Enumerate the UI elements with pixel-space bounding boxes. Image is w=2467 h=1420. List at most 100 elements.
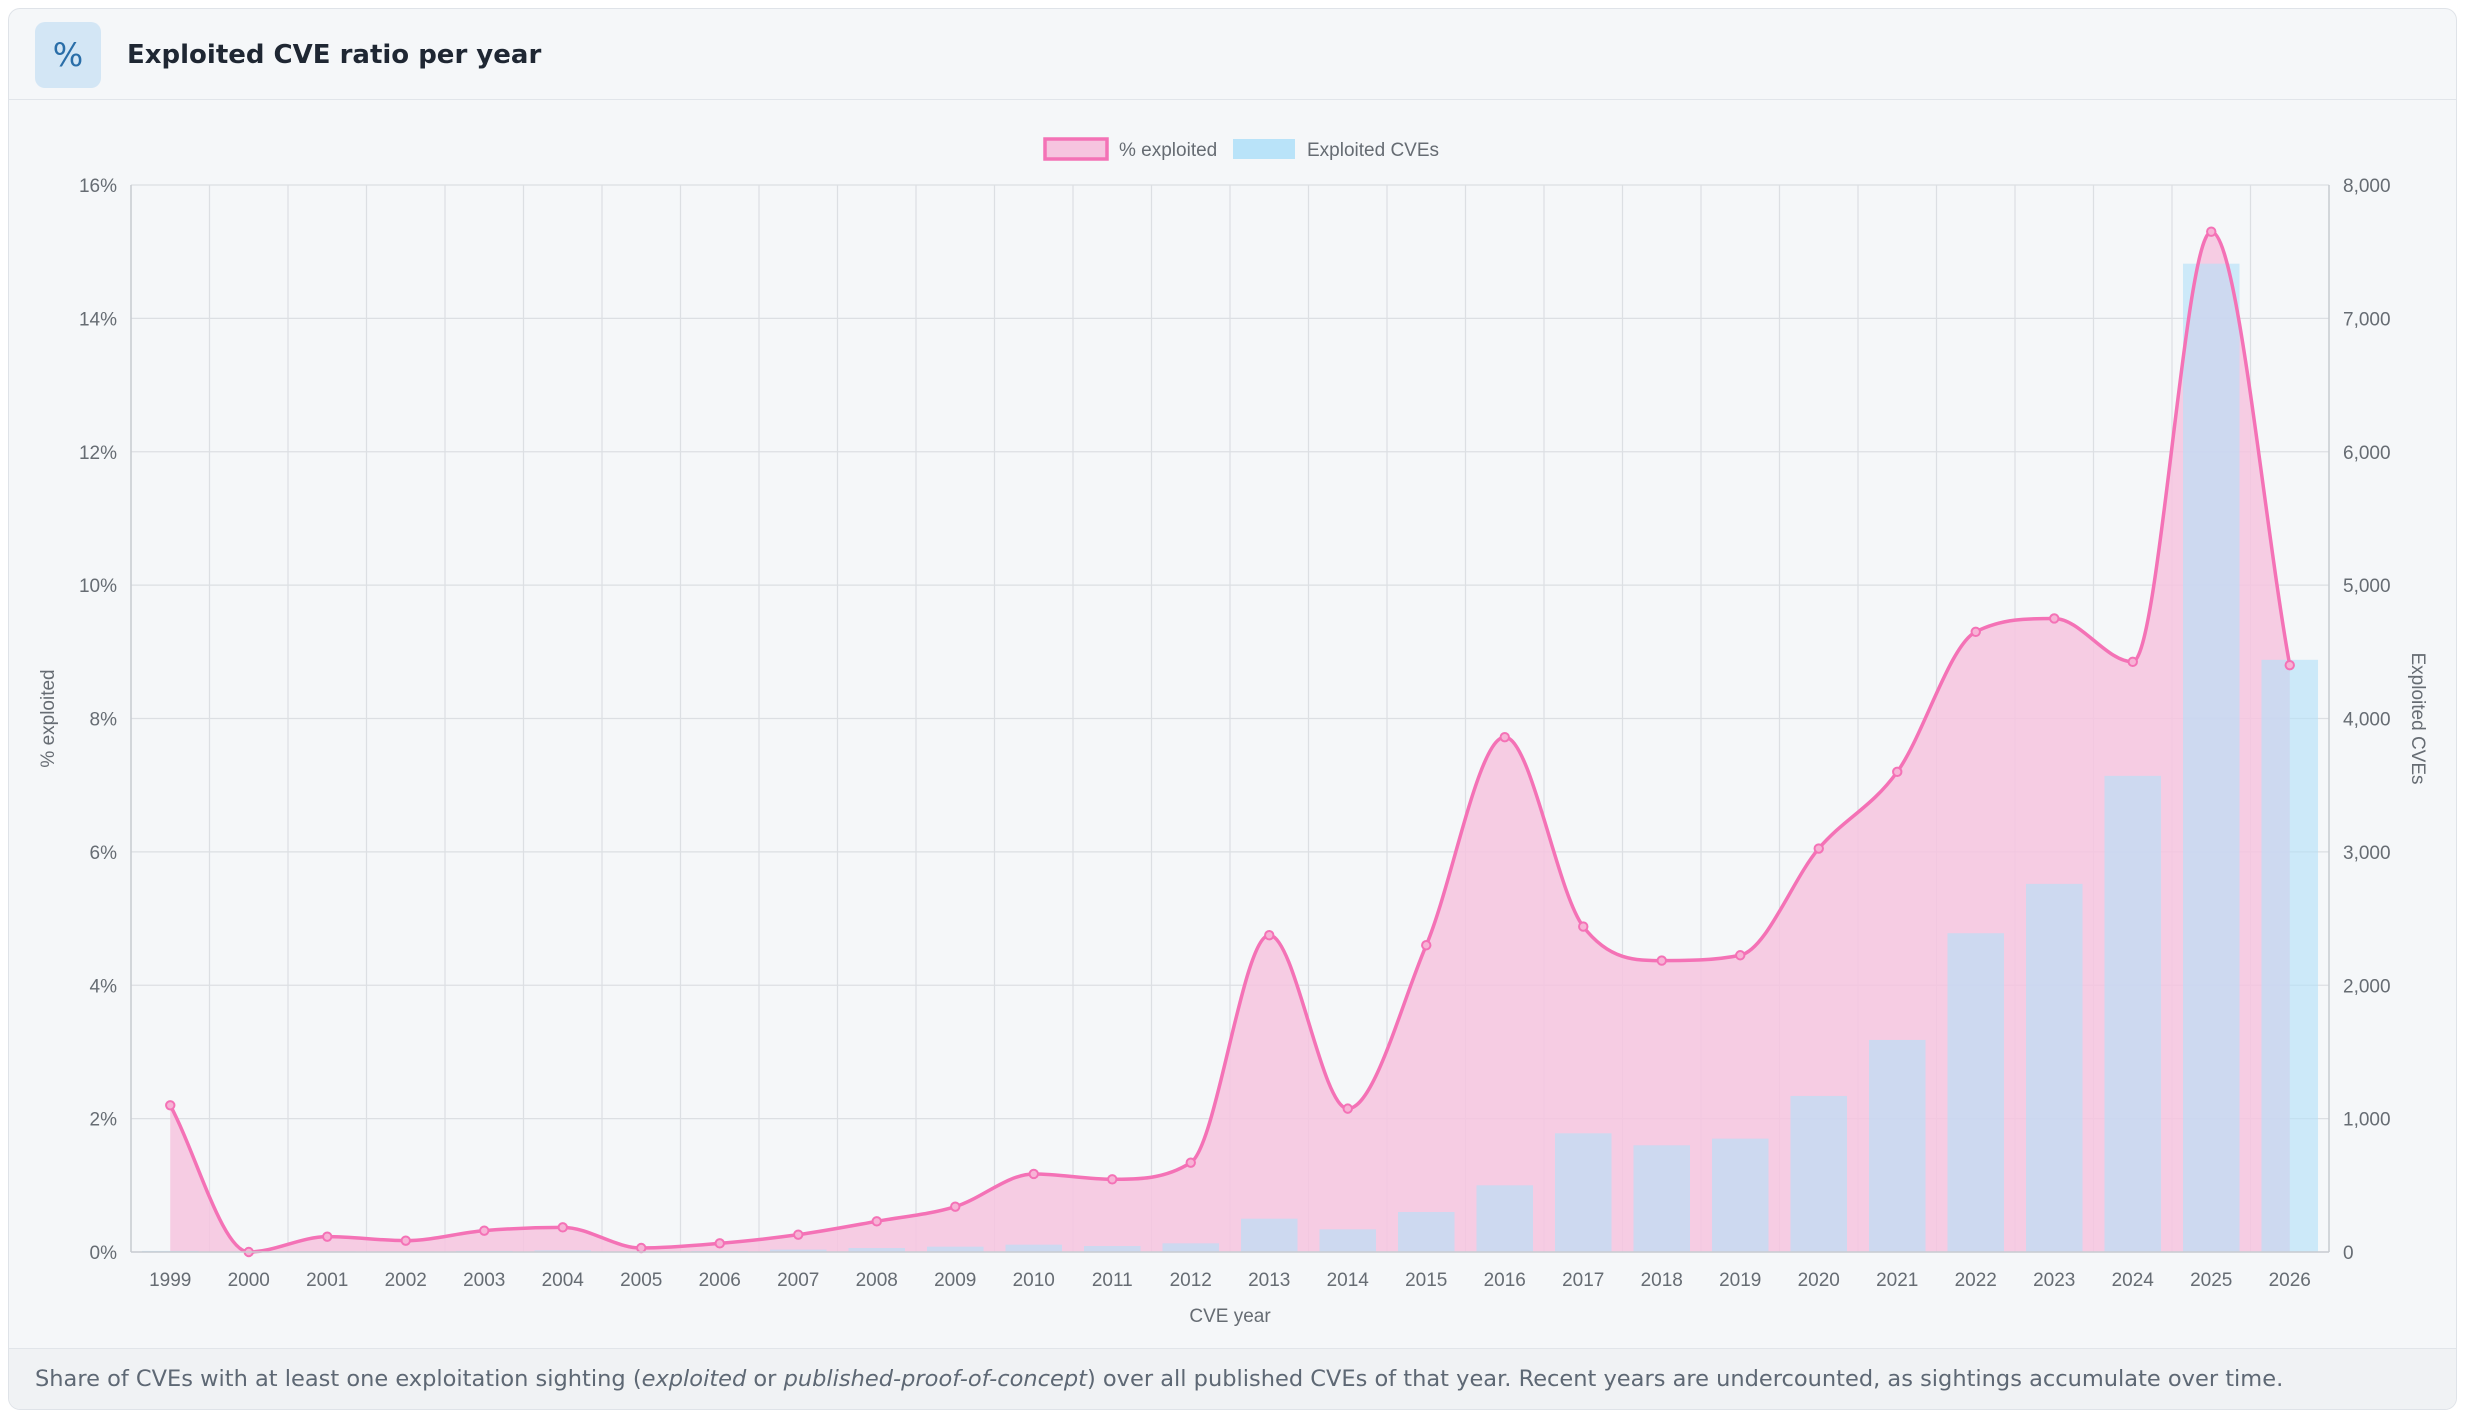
bar[interactable]	[534, 1250, 592, 1252]
card-header: % Exploited CVE ratio per year	[9, 9, 2456, 100]
y-left-tick-label: 12%	[79, 443, 117, 464]
footer-part2: or	[746, 1366, 784, 1392]
x-tick-label: 2024	[2112, 1270, 2155, 1291]
line-point[interactable]	[165, 1100, 176, 1111]
y-left-tick-label: 2%	[90, 1110, 118, 1131]
bar[interactable]	[1476, 1185, 1534, 1252]
line-point[interactable]	[479, 1225, 490, 1236]
y-left-tick-label: 16%	[79, 176, 117, 197]
y-left-tick-label: 4%	[90, 976, 118, 997]
x-tick-label: 2018	[1641, 1270, 1683, 1291]
bar[interactable]	[926, 1246, 984, 1252]
line-series	[165, 226, 2295, 1258]
line-point[interactable]	[1656, 955, 1667, 966]
line-point[interactable]	[1107, 1174, 1118, 1185]
line-point[interactable]	[1342, 1103, 1353, 1114]
x-tick-label: 2019	[1719, 1270, 1761, 1291]
chart-title: Exploited CVE ratio per year	[127, 40, 542, 70]
bar[interactable]	[1868, 1039, 1926, 1252]
line-point[interactable]	[714, 1238, 725, 1249]
line-point[interactable]	[2206, 226, 2217, 237]
bar[interactable]	[848, 1247, 906, 1252]
line-point[interactable]	[1735, 950, 1746, 961]
y-right-tick-label: 3,000	[2343, 843, 2391, 864]
bar[interactable]	[2104, 775, 2162, 1252]
bar[interactable]	[1240, 1218, 1298, 1252]
y-right-tick-label: 5,000	[2343, 576, 2391, 597]
line-point[interactable]	[1264, 930, 1275, 941]
line-point[interactable]	[2127, 656, 2138, 668]
percent-icon: %	[35, 22, 101, 88]
footer-em-poc: published-proof-of-concept	[783, 1366, 1087, 1392]
line-point[interactable]	[2049, 613, 2060, 624]
legend-label-bars[interactable]: Exploited CVEs	[1307, 140, 1439, 161]
line-point[interactable]	[557, 1222, 568, 1233]
bar-series	[141, 263, 2319, 1252]
x-tick-label: 2017	[1562, 1270, 1604, 1291]
bar[interactable]	[2261, 659, 2319, 1252]
footer-part1: Share of CVEs with at least one exploita…	[35, 1366, 642, 1392]
bar[interactable]	[1633, 1145, 1691, 1252]
x-tick-label: 2007	[777, 1270, 819, 1291]
x-tick-label: 2015	[1405, 1270, 1447, 1291]
line-point[interactable]	[400, 1235, 411, 1246]
line-point[interactable]	[1578, 921, 1589, 932]
bar[interactable]	[1319, 1229, 1377, 1252]
x-tick-label: 2004	[542, 1270, 585, 1291]
chart-area: 0% 2% 4% 6% 8% 10% 12% 14% 16% 0 1,000 2,000 3,000 4,…	[9, 101, 2456, 1356]
bar[interactable]	[1005, 1244, 1063, 1252]
x-axis-title: CVE year	[1189, 1306, 1271, 1327]
bar[interactable]	[2182, 263, 2240, 1252]
bar[interactable]	[1397, 1211, 1455, 1252]
x-tick-label: 2006	[699, 1270, 741, 1291]
x-tick-label: 2012	[1170, 1270, 1212, 1291]
axes: 0% 2% 4% 6% 8% 10% 12% 14% 16% 0 1,000 2,000 3,000 4,…	[38, 176, 2428, 1327]
line-point[interactable]	[2284, 659, 2295, 671]
y-right-tick-label: 6,000	[2343, 443, 2391, 464]
bar[interactable]	[1162, 1243, 1220, 1252]
line-point[interactable]	[1185, 1157, 1196, 1168]
legend[interactable]: % exploited Exploited CVEs	[1043, 137, 1439, 161]
bar[interactable]	[769, 1249, 827, 1252]
line-point[interactable]	[1970, 626, 1981, 638]
line-area	[170, 231, 2290, 1252]
x-tick-label: 2008	[856, 1270, 898, 1291]
y-left-tick-label: 6%	[90, 843, 118, 864]
y-left-tick-label: 8%	[90, 710, 118, 731]
y-axis-left-title: % exploited	[38, 669, 59, 767]
bar[interactable]	[1083, 1245, 1141, 1252]
line-point[interactable]	[1813, 843, 1824, 854]
x-tick-label: 2000	[228, 1270, 270, 1291]
line-point[interactable]	[1028, 1168, 1039, 1180]
legend-swatch-bars[interactable]	[1233, 139, 1295, 159]
x-tick-label: 2010	[1013, 1270, 1055, 1291]
bar[interactable]	[2025, 883, 2083, 1252]
bar[interactable]	[1711, 1138, 1769, 1252]
x-tick-label: 2021	[1876, 1270, 1918, 1291]
bar[interactable]	[1947, 933, 2005, 1252]
line-point[interactable]	[1499, 731, 1510, 743]
y-left-tick-label: 14%	[79, 309, 117, 330]
footer-em-exploited: exploited	[641, 1366, 747, 1392]
legend-label-percent[interactable]: % exploited	[1119, 140, 1217, 161]
line-point[interactable]	[793, 1229, 804, 1240]
x-tick-label: 2002	[385, 1270, 427, 1291]
x-tick-label: 2013	[1248, 1270, 1290, 1291]
y-right-tick-label: 0	[2343, 1243, 2354, 1264]
line-point[interactable]	[950, 1201, 961, 1212]
x-tick-label: 2016	[1484, 1270, 1526, 1291]
x-tick-label: 2014	[1327, 1270, 1370, 1291]
y-right-tick-label: 1,000	[2343, 1110, 2391, 1131]
x-tick-label: 2020	[1798, 1270, 1840, 1291]
line-point[interactable]	[871, 1216, 882, 1227]
legend-swatch-percent[interactable]	[1043, 137, 1109, 161]
y-left-tick-label: 10%	[79, 576, 117, 597]
bar[interactable]	[1554, 1133, 1612, 1252]
line-point[interactable]	[322, 1231, 333, 1242]
line-point[interactable]	[636, 1242, 647, 1254]
x-tick-label: 2025	[2190, 1270, 2232, 1291]
line-point[interactable]	[1892, 766, 1903, 778]
bar[interactable]	[1790, 1095, 1848, 1252]
chart-card: % Exploited CVE ratio per year 0% 2% 4% 6% 8…	[8, 8, 2457, 1410]
line-point[interactable]	[1421, 940, 1432, 951]
